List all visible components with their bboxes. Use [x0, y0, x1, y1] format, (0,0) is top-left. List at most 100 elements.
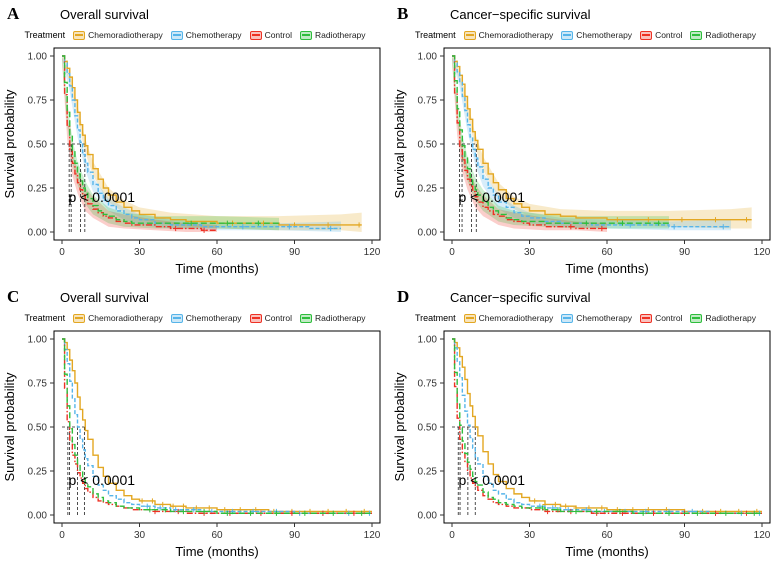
- legend-label-control: Control: [264, 313, 292, 323]
- legend-item-chemotherapy: Chemotherapy: [561, 30, 632, 40]
- legend-label-chemotherapy: Chemotherapy: [576, 30, 633, 40]
- panel-c: C Overall survival Treatment Chemoradiot…: [0, 283, 390, 566]
- panel-d-title: Cancer−specific survival: [450, 290, 591, 305]
- panel-d-letter: D: [397, 287, 410, 306]
- legend-label-control: Control: [655, 313, 683, 323]
- svg-text:30: 30: [134, 530, 146, 541]
- legend-label-chemoradiotherapy: Chemoradiotherapy: [88, 30, 163, 40]
- svg-text:120: 120: [364, 530, 381, 541]
- legend-swatch-chemotherapy: [170, 313, 183, 323]
- svg-text:120: 120: [754, 530, 771, 541]
- legend-label-radiotherapy: Radiotherapy: [705, 313, 757, 323]
- svg-text:0.25: 0.25: [418, 467, 438, 478]
- svg-text:Time (months): Time (months): [175, 261, 258, 276]
- legend-swatch-radiotherapy: [299, 30, 312, 40]
- legend-item-radiotherapy: Radiotherapy: [299, 313, 366, 323]
- svg-text:Survival probability: Survival probability: [392, 372, 407, 482]
- panel-b-head: B Cancer−specific survival: [390, 4, 781, 26]
- legend-swatch-control: [640, 313, 653, 323]
- legend-swatch-radiotherapy: [299, 313, 312, 323]
- svg-text:120: 120: [364, 247, 381, 258]
- svg-text:0.00: 0.00: [28, 511, 48, 522]
- svg-text:Time (months): Time (months): [565, 261, 648, 276]
- svg-text:90: 90: [679, 247, 691, 258]
- legend-item-radiotherapy: Radiotherapy: [690, 30, 756, 40]
- legend-swatch-control: [249, 30, 262, 40]
- svg-text:Survival probability: Survival probability: [392, 89, 407, 199]
- km-plot-d: 0 30 60 90 120 0.00 0.25 0.50 0.75 1.00 Time (mont…: [392, 330, 771, 559]
- legend-label-control: Control: [264, 30, 292, 40]
- legend-label-radiotherapy: Radiotherapy: [314, 30, 366, 40]
- svg-text:Time (months): Time (months): [565, 544, 648, 559]
- svg-text:0.50: 0.50: [28, 423, 48, 434]
- panel-c-letter: C: [7, 287, 20, 306]
- legend-swatch-chemotherapy: [561, 313, 574, 323]
- legend-item-control: Control: [640, 313, 682, 323]
- legend-swatch-radiotherapy: [690, 30, 703, 40]
- legend-title: Treatment: [414, 313, 456, 323]
- svg-text:0.25: 0.25: [418, 184, 438, 195]
- svg-text:0.75: 0.75: [418, 96, 438, 107]
- svg-text:90: 90: [289, 247, 301, 258]
- km-plot-c: 0 30 60 90 120 0.00 0.25 0.50 0.75 1.00 Time (mont…: [2, 330, 381, 559]
- svg-text:30: 30: [524, 247, 536, 258]
- panel-c-legend: Treatment Chemoradiotherapy Chemotherapy…: [0, 309, 390, 327]
- svg-text:1.00: 1.00: [28, 52, 48, 63]
- svg-text:0.50: 0.50: [418, 423, 438, 434]
- legend-item-chemoradiotherapy: Chemoradiotherapy: [73, 30, 163, 40]
- svg-text:0.50: 0.50: [418, 140, 438, 151]
- legend-item-radiotherapy: Radiotherapy: [299, 30, 366, 40]
- legend-swatch-chemotherapy: [170, 30, 183, 40]
- svg-text:60: 60: [601, 530, 613, 541]
- svg-text:0: 0: [449, 530, 455, 541]
- svg-text:60: 60: [211, 247, 223, 258]
- legend-swatch-chemoradiotherapy: [463, 313, 476, 323]
- panel-b-title: Cancer−specific survival: [450, 7, 591, 22]
- panel-a-title: Overall survival: [60, 7, 149, 22]
- legend-title: Treatment: [414, 30, 456, 40]
- legend-label-chemotherapy: Chemotherapy: [185, 30, 242, 40]
- panel-b-legend: Treatment Chemoradiotherapy Chemotherapy…: [390, 26, 781, 44]
- panel-a: A Overall survival Treatment Chemoradiot…: [0, 0, 390, 283]
- svg-text:1.00: 1.00: [418, 52, 438, 63]
- legend-title: Treatment: [24, 30, 66, 40]
- legend-swatch-chemoradiotherapy: [73, 30, 86, 40]
- svg-text:30: 30: [134, 247, 146, 258]
- panel-c-head: C Overall survival: [0, 287, 390, 309]
- svg-text:0.00: 0.00: [418, 511, 438, 522]
- legend-item-control: Control: [640, 30, 682, 40]
- panel-a-letter: A: [7, 4, 20, 23]
- svg-text:0.75: 0.75: [28, 379, 48, 390]
- svg-text:0: 0: [449, 247, 455, 258]
- svg-text:Survival probability: Survival probability: [2, 372, 17, 482]
- legend-label-radiotherapy: Radiotherapy: [705, 30, 757, 40]
- legend-swatch-chemotherapy: [561, 30, 574, 40]
- legend-label-chemoradiotherapy: Chemoradiotherapy: [88, 313, 163, 323]
- svg-text:60: 60: [601, 247, 613, 258]
- svg-text:0.25: 0.25: [28, 467, 48, 478]
- svg-text:0.25: 0.25: [28, 184, 48, 195]
- legend-item-control: Control: [249, 30, 292, 40]
- panel-a-head: A Overall survival: [0, 4, 390, 26]
- legend-item-chemotherapy: Chemotherapy: [170, 30, 242, 40]
- legend-swatch-chemoradiotherapy: [463, 30, 476, 40]
- svg-text:90: 90: [679, 530, 691, 541]
- svg-text:Time (months): Time (months): [175, 544, 258, 559]
- panel-b-letter: B: [397, 4, 409, 23]
- svg-text:120: 120: [754, 247, 771, 258]
- legend-label-chemotherapy: Chemotherapy: [576, 313, 633, 323]
- legend-item-radiotherapy: Radiotherapy: [690, 313, 756, 323]
- legend-item-control: Control: [249, 313, 292, 323]
- svg-text:1.00: 1.00: [28, 335, 48, 346]
- panel-d-legend: Treatment Chemoradiotherapy Chemotherapy…: [390, 309, 781, 327]
- legend-swatch-control: [249, 313, 262, 323]
- svg-text:0.75: 0.75: [418, 379, 438, 390]
- svg-text:p < 0.0001: p < 0.0001: [458, 472, 525, 488]
- legend-label-radiotherapy: Radiotherapy: [314, 313, 366, 323]
- svg-text:0.00: 0.00: [418, 228, 438, 239]
- panel-d-head: D Cancer−specific survival: [390, 287, 781, 309]
- legend-label-control: Control: [655, 30, 683, 40]
- svg-text:0: 0: [59, 247, 65, 258]
- svg-text:90: 90: [289, 530, 301, 541]
